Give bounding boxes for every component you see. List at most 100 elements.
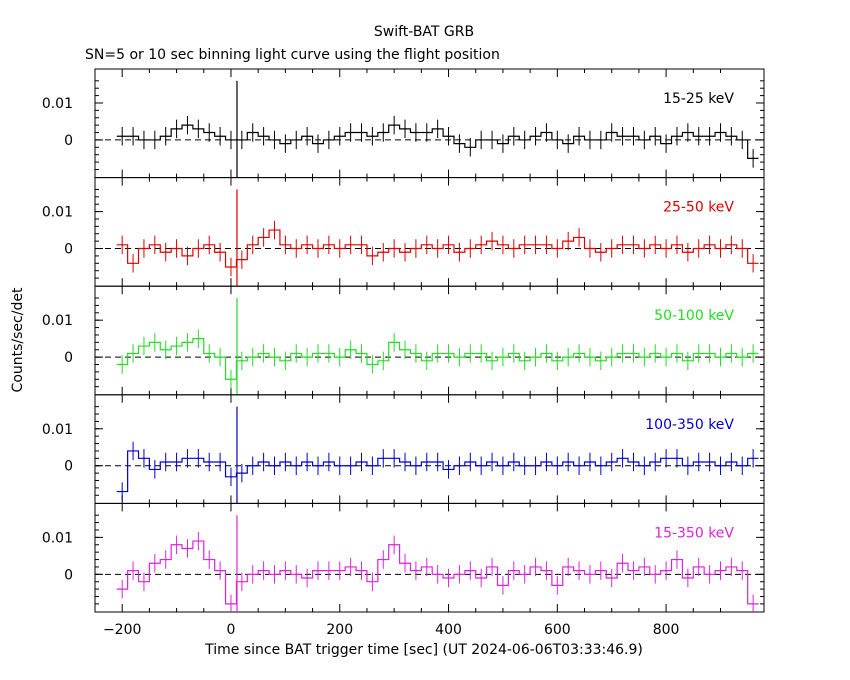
panel-4: 0 0.01 100-350 keV [42, 394, 765, 504]
data-point [578, 569, 580, 572]
data-point [447, 577, 450, 579]
data-point [654, 461, 657, 463]
data-point [415, 352, 417, 355]
series-line [116, 540, 759, 605]
data-point [556, 360, 559, 362]
data-point [534, 244, 537, 246]
y-tick-label: 0 [64, 350, 73, 366]
data-point [708, 352, 711, 355]
data-point [393, 457, 395, 460]
data-point [154, 562, 156, 565]
data-point [697, 135, 700, 138]
data-point [523, 139, 526, 141]
data-point [697, 461, 700, 463]
data-point [273, 464, 276, 467]
series-group [116, 115, 759, 168]
data-point [578, 135, 580, 138]
data-point [567, 461, 569, 463]
y-tick-label: 0.01 [42, 313, 73, 329]
data-point [687, 360, 689, 362]
panel-frame [94, 394, 765, 504]
data-point [371, 464, 374, 467]
y-tick-label: 0.01 [42, 422, 73, 438]
data-point [175, 345, 178, 347]
data-point [328, 139, 330, 141]
data-point [164, 558, 167, 561]
data-point [752, 603, 754, 605]
data-point [404, 128, 406, 130]
data-point [360, 131, 363, 134]
data-point [752, 262, 754, 265]
data-point [230, 378, 232, 381]
data-point [175, 128, 178, 130]
data-point [719, 464, 722, 467]
data-point [513, 569, 515, 572]
data-point [230, 603, 232, 605]
data-point [730, 135, 733, 138]
data-point [328, 461, 330, 463]
data-point [469, 146, 472, 149]
data-point [556, 139, 559, 141]
data-point [436, 352, 439, 355]
data-point [578, 236, 580, 239]
data-point [295, 573, 298, 576]
data-point [589, 139, 591, 141]
data-point [208, 244, 211, 246]
data-point [284, 360, 287, 362]
data-point [600, 360, 602, 362]
data-point [752, 157, 754, 160]
data-point [164, 251, 167, 254]
data-point [480, 352, 482, 355]
panel-3: 0 0.01 50-100 keV [42, 285, 765, 396]
y-tick-label: 0 [64, 133, 73, 149]
data-point [458, 251, 461, 254]
data-point [469, 247, 472, 250]
data-point [360, 461, 363, 463]
data-point [338, 247, 341, 250]
data-point [186, 547, 189, 550]
data-point [676, 135, 678, 138]
panel-1: 0 0.01 15-25 keV [42, 68, 765, 179]
data-point [534, 356, 537, 358]
data-point [154, 341, 156, 344]
data-point [306, 461, 308, 463]
data-point [665, 457, 667, 460]
series-line [116, 124, 759, 159]
data-point [241, 139, 243, 141]
data-point [491, 566, 493, 568]
data-point [317, 142, 319, 145]
data-point [589, 461, 591, 463]
data-point [600, 464, 602, 467]
data-point [513, 352, 515, 355]
data-point [632, 135, 635, 138]
data-point [425, 566, 428, 568]
y-tick-label: 0 [64, 459, 73, 475]
data-point [752, 352, 754, 355]
data-point [306, 135, 308, 138]
data-point [425, 461, 428, 463]
series-group [116, 220, 759, 277]
data-point [230, 139, 232, 141]
data-point [425, 360, 428, 362]
data-point [436, 128, 439, 130]
y-tick-label: 0 [64, 567, 73, 583]
data-point [349, 131, 352, 134]
series-line [116, 338, 759, 380]
data-point [502, 356, 504, 358]
data-point [534, 135, 537, 138]
data-point [567, 142, 569, 145]
data-point [719, 356, 722, 358]
data-point [251, 464, 254, 467]
data-point [643, 356, 646, 358]
data-point [632, 461, 635, 463]
data-point [328, 569, 330, 572]
data-point [665, 142, 667, 145]
data-point [186, 341, 189, 344]
data-point [371, 135, 374, 138]
data-point [654, 244, 657, 246]
band-label: 100-350 keV [645, 417, 734, 433]
data-point [208, 352, 211, 355]
band-label: 15-25 keV [663, 91, 734, 107]
data-point [502, 244, 504, 246]
data-point [338, 356, 341, 358]
